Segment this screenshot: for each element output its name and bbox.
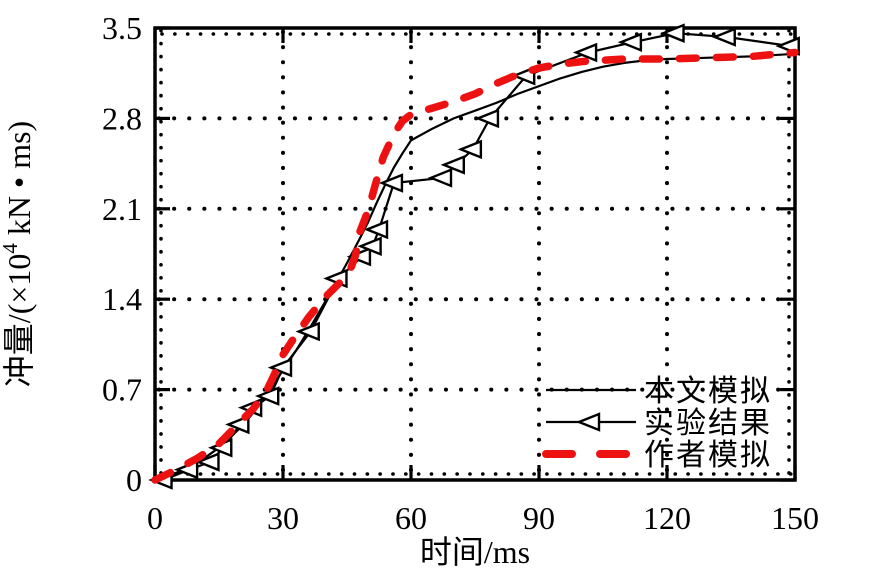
x-tick-label: 60	[395, 500, 427, 536]
experimental-data-marker	[295, 321, 320, 342]
y-tick-label: 3.5	[102, 10, 142, 46]
experimental-data-marker	[660, 23, 685, 43]
experimental-data-marker	[440, 155, 465, 175]
x-axis-label: 时间/ms	[420, 534, 530, 570]
x-tick-label: 90	[523, 500, 555, 536]
experimental-data-marker	[267, 357, 293, 378]
x-tick-label: 30	[267, 500, 299, 536]
y-tick-label: 2.1	[102, 191, 142, 227]
legend-label-2: 作者模拟	[644, 439, 772, 472]
experimental-data-marker	[254, 386, 280, 406]
experimental-data-marker	[378, 173, 404, 193]
experimental-data-marker	[195, 452, 220, 472]
experimental-data-marker	[357, 236, 382, 257]
y-tick-label: 0	[126, 462, 142, 498]
x-tick-label: 150	[771, 500, 819, 536]
experimental-data-marker	[427, 168, 453, 188]
legend-label-1: 实验结果	[644, 407, 772, 440]
y-tick-label: 2.8	[102, 100, 142, 136]
experimental-data-marker	[346, 246, 372, 267]
experimental-data-marker	[474, 108, 500, 129]
y-tick-label: 1.4	[102, 281, 142, 317]
plot-border	[153, 26, 797, 482]
experimental-data-marker	[363, 219, 389, 240]
series-line-2	[151, 48, 799, 484]
experimental-data-marker	[457, 139, 483, 160]
y-axis-label: 冲量/(×104 kN • ms)	[0, 121, 37, 387]
legend-label-0: 本文模拟	[644, 375, 772, 408]
x-tick-label: 0	[147, 500, 163, 536]
y-tick-label: 0.7	[102, 372, 142, 408]
experimental-data-marker	[575, 412, 601, 432]
experimental-data-marker	[711, 27, 736, 47]
experimental-data-marker	[572, 42, 598, 63]
experimental-data-marker	[225, 414, 250, 435]
experimental-data-marker	[617, 32, 643, 52]
x-tick-label: 120	[643, 500, 691, 536]
